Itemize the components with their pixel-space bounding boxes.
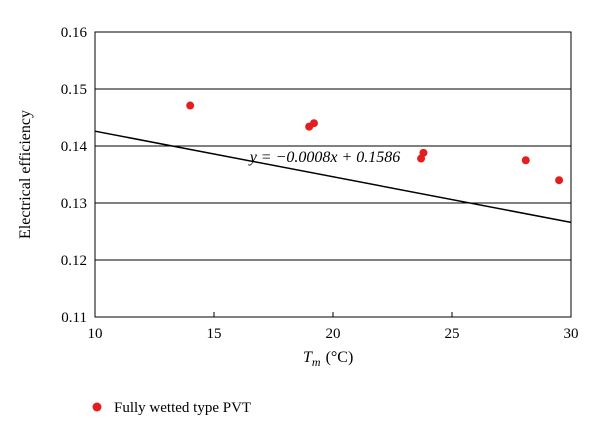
y-tick-label: 0.16 <box>61 25 88 41</box>
x-tick-label: 30 <box>564 326 579 342</box>
x-axis-subscript: m <box>312 355 321 369</box>
y-tick-label: 0.13 <box>61 196 87 212</box>
y-tick-label: 0.14 <box>61 139 88 155</box>
data-point <box>186 101 195 110</box>
x-tick-label: 15 <box>207 326 222 342</box>
x-axis-unit: (°C) <box>326 349 354 366</box>
data-point <box>309 119 318 128</box>
x-tick-label: 20 <box>326 326 341 342</box>
x-axis-symbol: T <box>303 349 313 366</box>
legend: Fully wetted type PVT <box>92 400 251 416</box>
data-point <box>555 176 564 185</box>
x-tick-label: 25 <box>445 326 460 342</box>
grid-lines <box>95 31 571 318</box>
y-tick-label: 0.12 <box>61 253 87 269</box>
data-points <box>186 101 564 185</box>
y-tick-label: 0.15 <box>61 82 87 98</box>
data-point <box>521 156 530 165</box>
y-tick-label: 0.11 <box>61 310 87 326</box>
trendline <box>94 130 572 224</box>
trendline-group <box>94 130 572 224</box>
plot-frame <box>94 31 572 318</box>
legend-label: Fully wetted type PVT <box>114 400 251 416</box>
x-tick-label: 10 <box>88 326 103 342</box>
axis-ticks: 0.11 0.12 0.13 0.14 0.15 0.16 10 15 20 25 30 <box>61 25 579 342</box>
y-axis-label: Electrical efficiency <box>17 110 34 239</box>
trendline-equation: y = −0.0008x + 0.1586 <box>248 149 401 166</box>
data-point <box>419 148 428 157</box>
x-axis-label: Tm (°C) <box>303 349 353 369</box>
legend-marker <box>92 402 102 412</box>
